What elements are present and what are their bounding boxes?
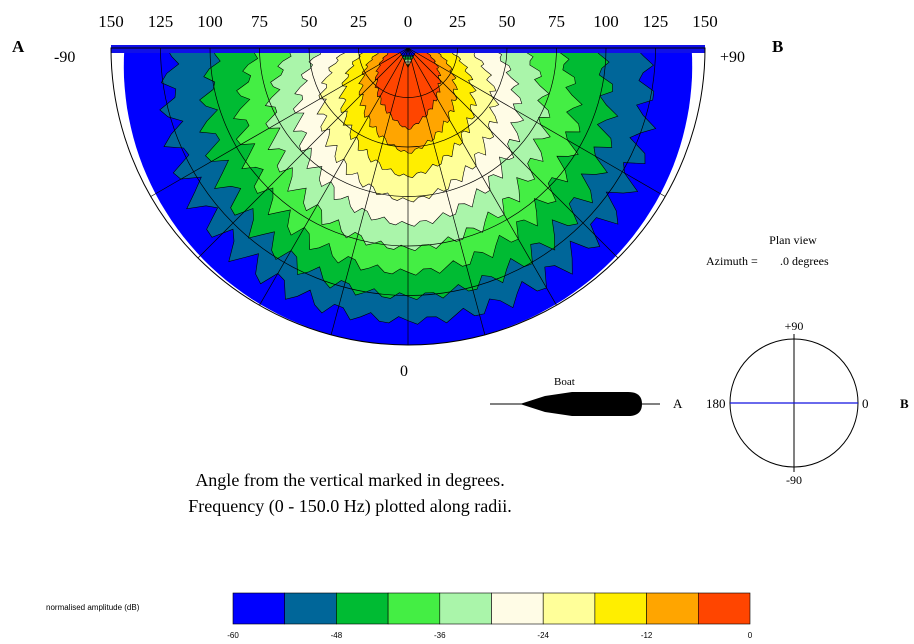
side-a-label: A [12,37,25,56]
colorbar-tick-label: -12 [641,631,653,640]
colorbar-swatch [542,592,596,625]
polar-plot: 150 125 100 75 50 25 0 25 50 75 100 125 150 [98,12,718,346]
caption-line-2: Frequency (0 - 150.0 Hz) plotted along r… [188,496,512,516]
colorbar-swatch [646,592,699,625]
frequency-tick-label: 150 [98,12,124,31]
frequency-ring [160,47,656,296]
plan-compass: +90 -90 180 0 A B [673,319,909,487]
plot-outline [110,47,706,346]
colorbar-tick-label: -60 [227,631,239,640]
side-b-label: B [772,37,783,56]
frequency-tick-label: 100 [593,12,619,31]
boat-label: Boat [554,376,575,388]
frequency-ring [358,47,458,98]
colorbar: normalised amplitude (dB) -60 -48 -36 -24 -1… [46,592,753,640]
compass-a-label: A [673,396,683,411]
colorbar-swatch [387,592,441,625]
left-angle-label: -90 [54,49,75,66]
frequency-tick-label: 125 [148,12,174,31]
colorbar-label: normalised amplitude (dB) [46,603,140,612]
colorbar-swatches [232,592,751,625]
frequency-tick-label: 25 [449,12,466,31]
right-angle-label: +90 [720,49,745,66]
colorbar-swatch [284,592,337,625]
colorbar-tick-label: 0 [748,631,753,640]
azimuth-label: Azimuth = [706,254,758,268]
frequency-tick-label: 75 [548,12,565,31]
frequency-ring [259,47,557,197]
colorbar-swatch [594,592,647,625]
colorbar-tick-label: -48 [331,631,343,640]
frequency-tick-label: 75 [251,12,268,31]
caption-line-1: Angle from the vertical marked in degree… [195,470,505,490]
boat-hull-icon [520,392,642,416]
frequency-tick-labels: 150 125 100 75 50 25 0 25 50 75 100 125 150 [98,12,718,31]
colorbar-tick-label: -24 [537,631,549,640]
frequency-tick-label: 100 [197,12,223,31]
frequency-rings [160,47,656,296]
frequency-tick-label: 150 [692,12,718,31]
compass-left-label: 180 [706,396,726,411]
frequency-tick-label: 50 [499,12,516,31]
frequency-tick-label: 0 [404,12,413,31]
colorbar-tick-label: -36 [434,631,446,640]
compass-right-label: 0 [862,396,869,411]
colorbar-swatch [232,592,286,625]
colorbar-swatch [336,592,389,625]
colorbar-swatch [697,592,751,625]
frequency-tick-label: 125 [643,12,669,31]
plan-view-title: Plan view [769,233,817,247]
frequency-ring [308,47,508,148]
compass-top-label: +90 [785,319,804,333]
colorbar-swatch [491,592,544,625]
compass-bottom-label: -90 [786,473,802,487]
azimuth-value: .0 degrees [780,254,829,268]
colorbar-ticks: -60 -48 -36 -24 -12 0 [227,631,753,640]
bottom-radius-label: 0 [400,363,408,380]
compass-b-label: B [900,396,909,411]
boat-diagram: Boat [490,376,660,416]
colorbar-swatch [439,592,492,625]
contour-bands [111,45,705,345]
frequency-ring [209,47,607,247]
frequency-tick-label: 50 [301,12,318,31]
frequency-tick-label: 25 [350,12,367,31]
